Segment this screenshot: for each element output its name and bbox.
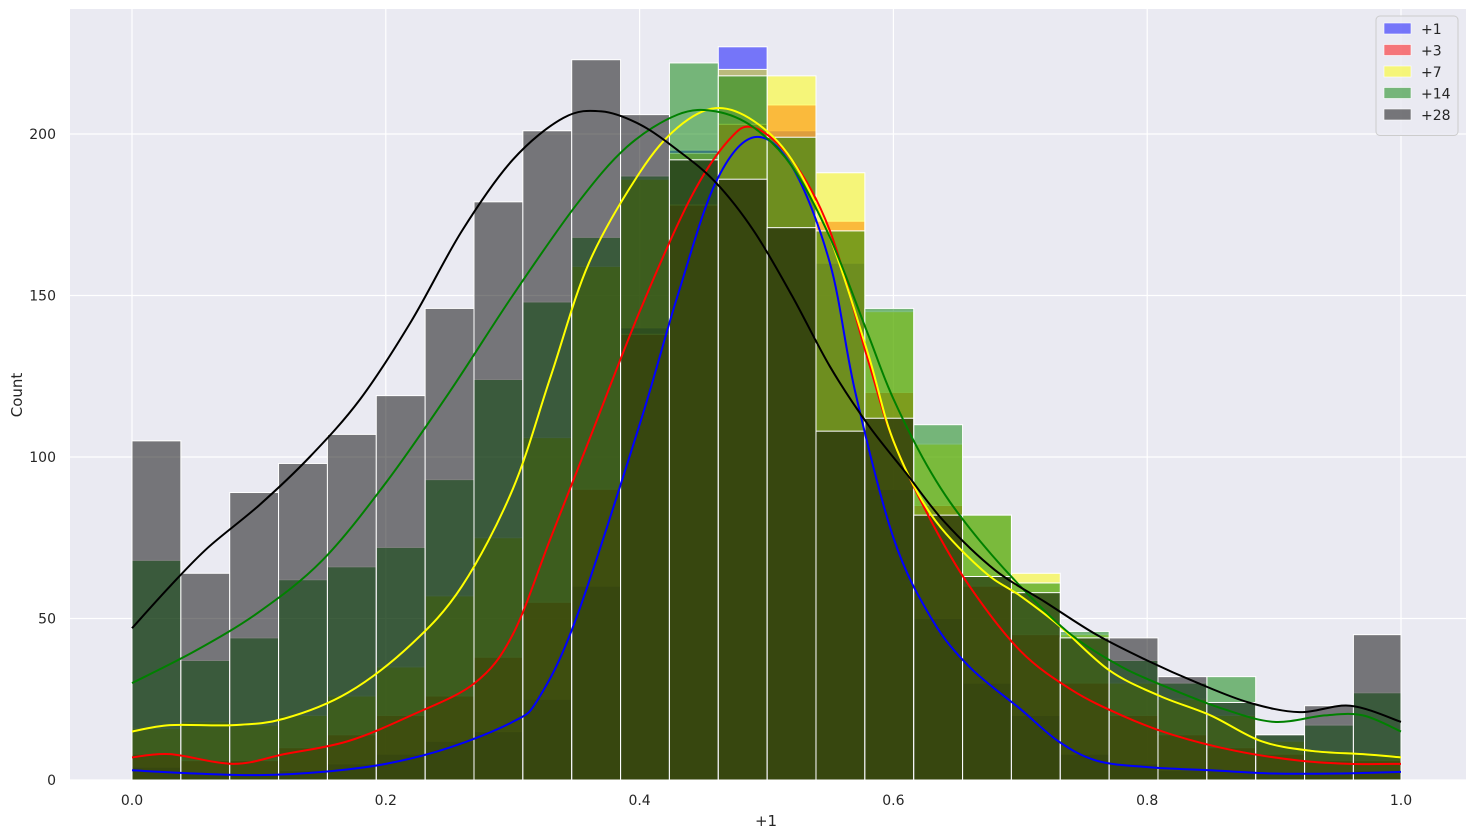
- x-tick-label: 0.0: [121, 793, 143, 809]
- histogram-bar: [180, 572, 231, 781]
- x-axis-label: +1: [755, 812, 777, 830]
- y-tick-label: 150: [29, 289, 56, 305]
- y-tick-label: 50: [38, 612, 56, 628]
- legend-swatch: [1383, 65, 1412, 78]
- histogram-bar: [473, 201, 524, 781]
- histogram-bar: [424, 307, 475, 781]
- histogram-bar: [962, 576, 1012, 781]
- kde-line-plus28: [131, 109, 1402, 723]
- x-tick-label: 0.4: [628, 793, 650, 809]
- x-tick-label: 1.0: [1390, 793, 1412, 809]
- histogram-bar: [668, 159, 719, 781]
- legend-swatch: [1383, 44, 1412, 56]
- histogram-bar: [864, 417, 915, 781]
- y-tick-label: 100: [29, 450, 56, 466]
- legend-label: +7: [1421, 65, 1442, 81]
- legend-label: +1: [1421, 22, 1442, 38]
- legend-swatch: [1383, 108, 1412, 121]
- x-tick-label: 0.2: [375, 793, 397, 809]
- histogram-bar: [1059, 637, 1110, 781]
- y-axis-ticks: 0 50 100 150 200: [29, 127, 56, 789]
- histogram-bar: [131, 440, 182, 781]
- histogram-bar: [278, 462, 328, 781]
- legend: +1 +3 +7 +14 +28: [1375, 15, 1459, 136]
- kde-line-plus14: [131, 108, 1402, 733]
- histogram-bar: [375, 395, 426, 781]
- histogram-bar: [1157, 676, 1208, 781]
- kde-line-plus7: [131, 107, 1402, 759]
- histogram-bar: [913, 514, 964, 781]
- histogram-bar: [1206, 701, 1257, 781]
- y-tick-label: 200: [29, 127, 56, 143]
- kde-curves: [131, 107, 1402, 777]
- histogram-bar: [1108, 637, 1159, 781]
- x-tick-label: 0.6: [882, 793, 904, 809]
- legend-swatch: [1383, 87, 1412, 99]
- y-axis-label: Count: [8, 373, 26, 418]
- legend-label: +14: [1421, 87, 1451, 103]
- histogram-bar: [766, 227, 817, 781]
- x-tick-label: 0.8: [1136, 793, 1158, 809]
- kde-line-plus3: [131, 125, 1402, 766]
- x-axis-ticks: 0.0 0.2 0.4 0.6 0.8 1.0: [121, 793, 1412, 809]
- legend-swatch: [1383, 22, 1412, 35]
- histogram-bar: [717, 178, 768, 781]
- histogram-bar: [229, 492, 280, 781]
- histogram-bars: [131, 46, 1402, 781]
- histogram-bar: [620, 114, 670, 781]
- y-tick-label: 0: [47, 773, 56, 789]
- histogram-bar: [1010, 592, 1061, 781]
- bar-series-plus28: [131, 59, 1402, 781]
- legend-label: +3: [1421, 44, 1442, 60]
- legend-label: +28: [1421, 108, 1451, 124]
- histogram-bar: [326, 433, 377, 781]
- histogram-bar: [815, 430, 866, 781]
